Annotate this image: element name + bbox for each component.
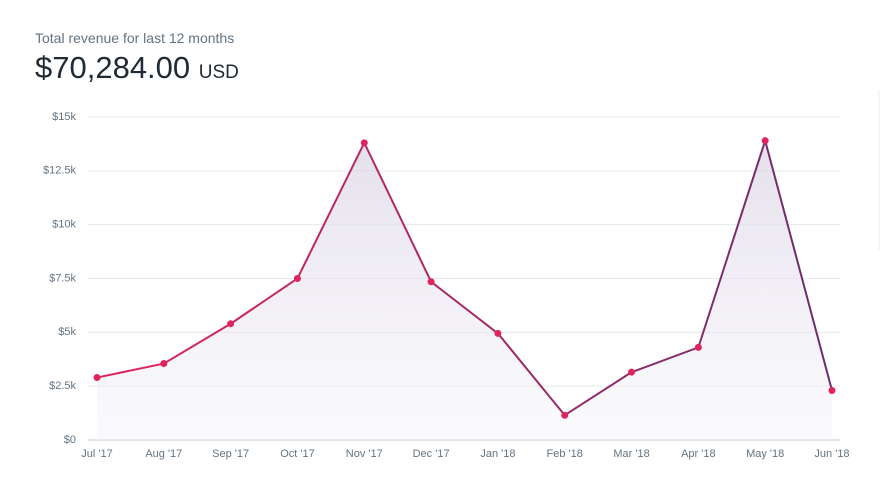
point <box>360 139 368 147</box>
point <box>761 137 769 145</box>
y-tick-label: $10k <box>52 219 76 231</box>
currency: USD <box>198 62 239 83</box>
x-tick-label: Jan '18 <box>480 448 515 460</box>
x-tick-label: Nov '17 <box>346 448 383 460</box>
line <box>96 137 833 417</box>
y-tick-label: $12.5k <box>43 165 77 177</box>
point <box>293 275 301 282</box>
x-tick-label: Aug '17 <box>145 448 182 460</box>
x-tick-label: Dec '17 <box>413 448 450 460</box>
x-tick-label: Apr '18 <box>681 448 716 460</box>
total-value: $70,284.00 <box>35 50 191 85</box>
point <box>828 386 836 394</box>
point <box>694 343 702 351</box>
x-tick-label: Jun '18 <box>814 448 849 460</box>
y-tick-label: $0 <box>64 434 76 446</box>
header: Total revenue for last 12 months $70,284… <box>35 30 239 86</box>
x-tick-label: May '18 <box>746 448 784 460</box>
x-tick-label: Sep '17 <box>212 448 249 460</box>
point <box>160 360 168 368</box>
total: $70,284.00 USD <box>35 50 239 86</box>
y-tick-label: $2.5k <box>49 380 76 392</box>
point <box>561 411 569 419</box>
y-tick-label: $7.5k <box>49 272 76 284</box>
point <box>427 278 435 286</box>
y-tick-label: $5k <box>58 326 76 338</box>
point <box>494 329 502 337</box>
point <box>628 368 636 376</box>
x-tick-label: Mar '18 <box>613 448 649 460</box>
x-tick-label: Jul '17 <box>81 448 112 460</box>
x-tick-label: Feb '18 <box>547 448 583 460</box>
y-tick-label: $15k <box>52 111 76 123</box>
card-title: Total revenue for last 12 months <box>35 30 235 46</box>
area <box>97 140 832 441</box>
x-tick-label: Oct '17 <box>280 448 315 460</box>
point <box>93 374 101 382</box>
point <box>227 320 235 328</box>
